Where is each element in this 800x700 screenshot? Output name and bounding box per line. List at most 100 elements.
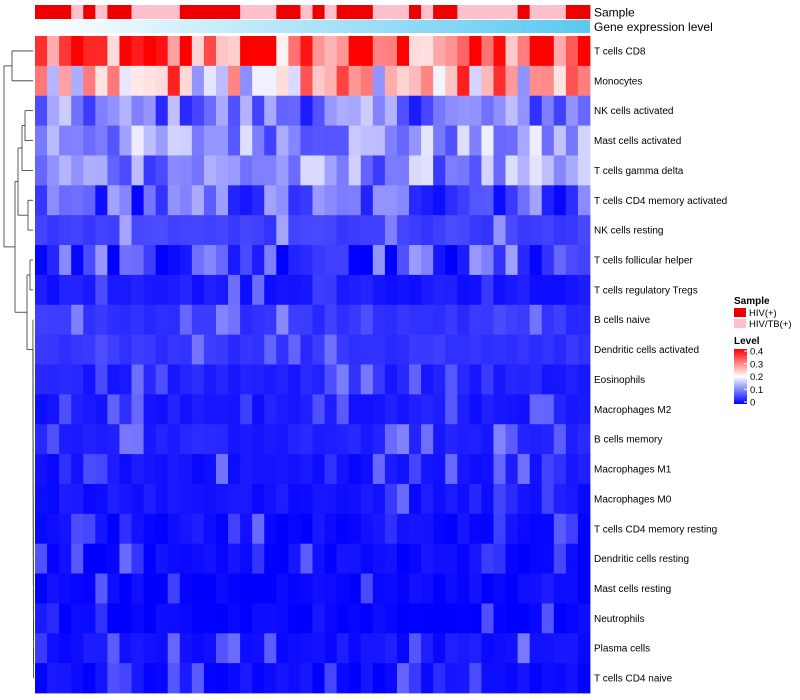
heatmap-cell	[167, 633, 181, 664]
heatmap-cell	[336, 483, 350, 515]
heatmap-cell	[409, 95, 422, 126]
heatmap-cell	[457, 364, 470, 395]
heatmap-cell	[47, 543, 60, 574]
heatmap-cell	[288, 125, 301, 156]
heatmap-cell	[59, 65, 72, 97]
heatmap-cell	[95, 543, 108, 574]
heatmap-cell	[541, 125, 555, 156]
legend-level-tick-label: 0.1	[750, 385, 763, 396]
heatmap-cell	[119, 304, 132, 336]
heatmap-cell	[83, 454, 96, 485]
heatmap-cell	[541, 424, 555, 455]
heatmap-cell	[191, 603, 205, 634]
heatmap-cell	[312, 36, 325, 67]
sample-annotation-cell	[119, 5, 132, 19]
heatmap-cell	[517, 364, 531, 395]
heatmap-cell	[336, 304, 350, 336]
heatmap-cell	[119, 65, 132, 97]
heatmap-cell	[252, 513, 265, 545]
heatmap-cell	[264, 125, 277, 156]
heatmap-cell	[421, 543, 434, 574]
row-label: Plasma cells	[594, 644, 650, 655]
heatmap-cell	[384, 215, 398, 246]
heatmap-cell	[83, 125, 96, 156]
heatmap-cell	[167, 573, 181, 604]
heatmap-cell	[59, 454, 72, 485]
heatmap-cell	[131, 454, 144, 485]
heatmap-cell	[179, 274, 193, 306]
heatmap-cell	[336, 424, 350, 455]
heatmap-cell	[312, 65, 325, 97]
heatmap-cell	[47, 424, 60, 455]
heatmap-cell	[228, 394, 241, 425]
heatmap-cell	[47, 454, 60, 485]
heatmap-cell	[300, 155, 313, 186]
heatmap-cell	[360, 543, 374, 574]
heatmap-cell	[155, 424, 169, 455]
heatmap-cell	[421, 155, 434, 186]
heatmap-cell	[481, 573, 494, 604]
heatmap-cell	[565, 543, 579, 574]
heatmap-cell	[433, 215, 446, 246]
heatmap-cell	[505, 245, 519, 276]
heatmap-cell	[107, 364, 120, 395]
heatmap-cell	[95, 185, 108, 216]
heatmap-cell	[143, 185, 157, 216]
heatmap-cell	[276, 513, 289, 545]
row-label: Eosinophils	[594, 375, 645, 386]
heatmap-cell	[469, 334, 482, 365]
sample-annotation-cell	[433, 5, 446, 19]
heatmap-cell	[191, 424, 205, 455]
heatmap-cell	[35, 633, 48, 664]
sample-annotation-cell	[276, 5, 289, 19]
heatmap-cell	[203, 483, 217, 515]
heatmap-cell	[505, 543, 519, 574]
heatmap-cell	[493, 36, 506, 67]
heatmap-cell	[95, 334, 108, 365]
heatmap-cell	[372, 304, 386, 336]
heatmap-cell	[35, 364, 48, 395]
heatmap-cell	[215, 245, 229, 276]
heatmap-cell	[505, 483, 519, 515]
heatmap-cell	[360, 95, 374, 126]
heatmap-cell	[348, 185, 362, 216]
heatmap-cell	[240, 454, 253, 485]
heatmap-cell	[47, 633, 60, 664]
heatmap-cell	[396, 274, 410, 306]
heatmap-cell	[288, 663, 301, 694]
heatmap-cell	[215, 274, 229, 306]
heatmap-cell	[179, 215, 193, 246]
heatmap-cell	[167, 603, 181, 634]
heatmap-cell	[167, 185, 181, 216]
heatmap-cell	[288, 185, 301, 216]
heatmap-cell	[384, 454, 398, 485]
heatmap-cell	[421, 454, 434, 485]
heatmap-cell	[119, 155, 132, 186]
heatmap-cell	[83, 483, 96, 515]
heatmap-cell	[372, 155, 386, 186]
heatmap-cell	[119, 245, 132, 276]
heatmap-cell	[505, 155, 519, 186]
heatmap-cell	[179, 334, 193, 365]
heatmap-cell	[95, 364, 108, 395]
track-label-expression: Gene expression level	[594, 20, 713, 34]
heatmap-cell	[300, 95, 313, 126]
heatmap-cell	[360, 245, 374, 276]
heatmap-cell	[47, 334, 60, 365]
heatmap-cell	[457, 573, 470, 604]
heatmap-cell	[143, 483, 157, 515]
heatmap-cell	[577, 304, 591, 336]
heatmap-cell	[372, 424, 386, 455]
heatmap-cell	[493, 573, 506, 604]
heatmap-cell	[396, 185, 410, 216]
heatmap-cell	[71, 95, 84, 126]
legend-level-title: Level	[734, 336, 760, 347]
heatmap-cell	[203, 65, 217, 97]
heatmap-cell	[553, 573, 567, 604]
heatmap-cell	[252, 483, 265, 515]
heatmap-cell	[215, 513, 229, 545]
heatmap-cell	[421, 633, 434, 664]
heatmap-cell	[541, 215, 555, 246]
heatmap-cell	[119, 663, 132, 694]
heatmap-cell	[421, 513, 434, 545]
